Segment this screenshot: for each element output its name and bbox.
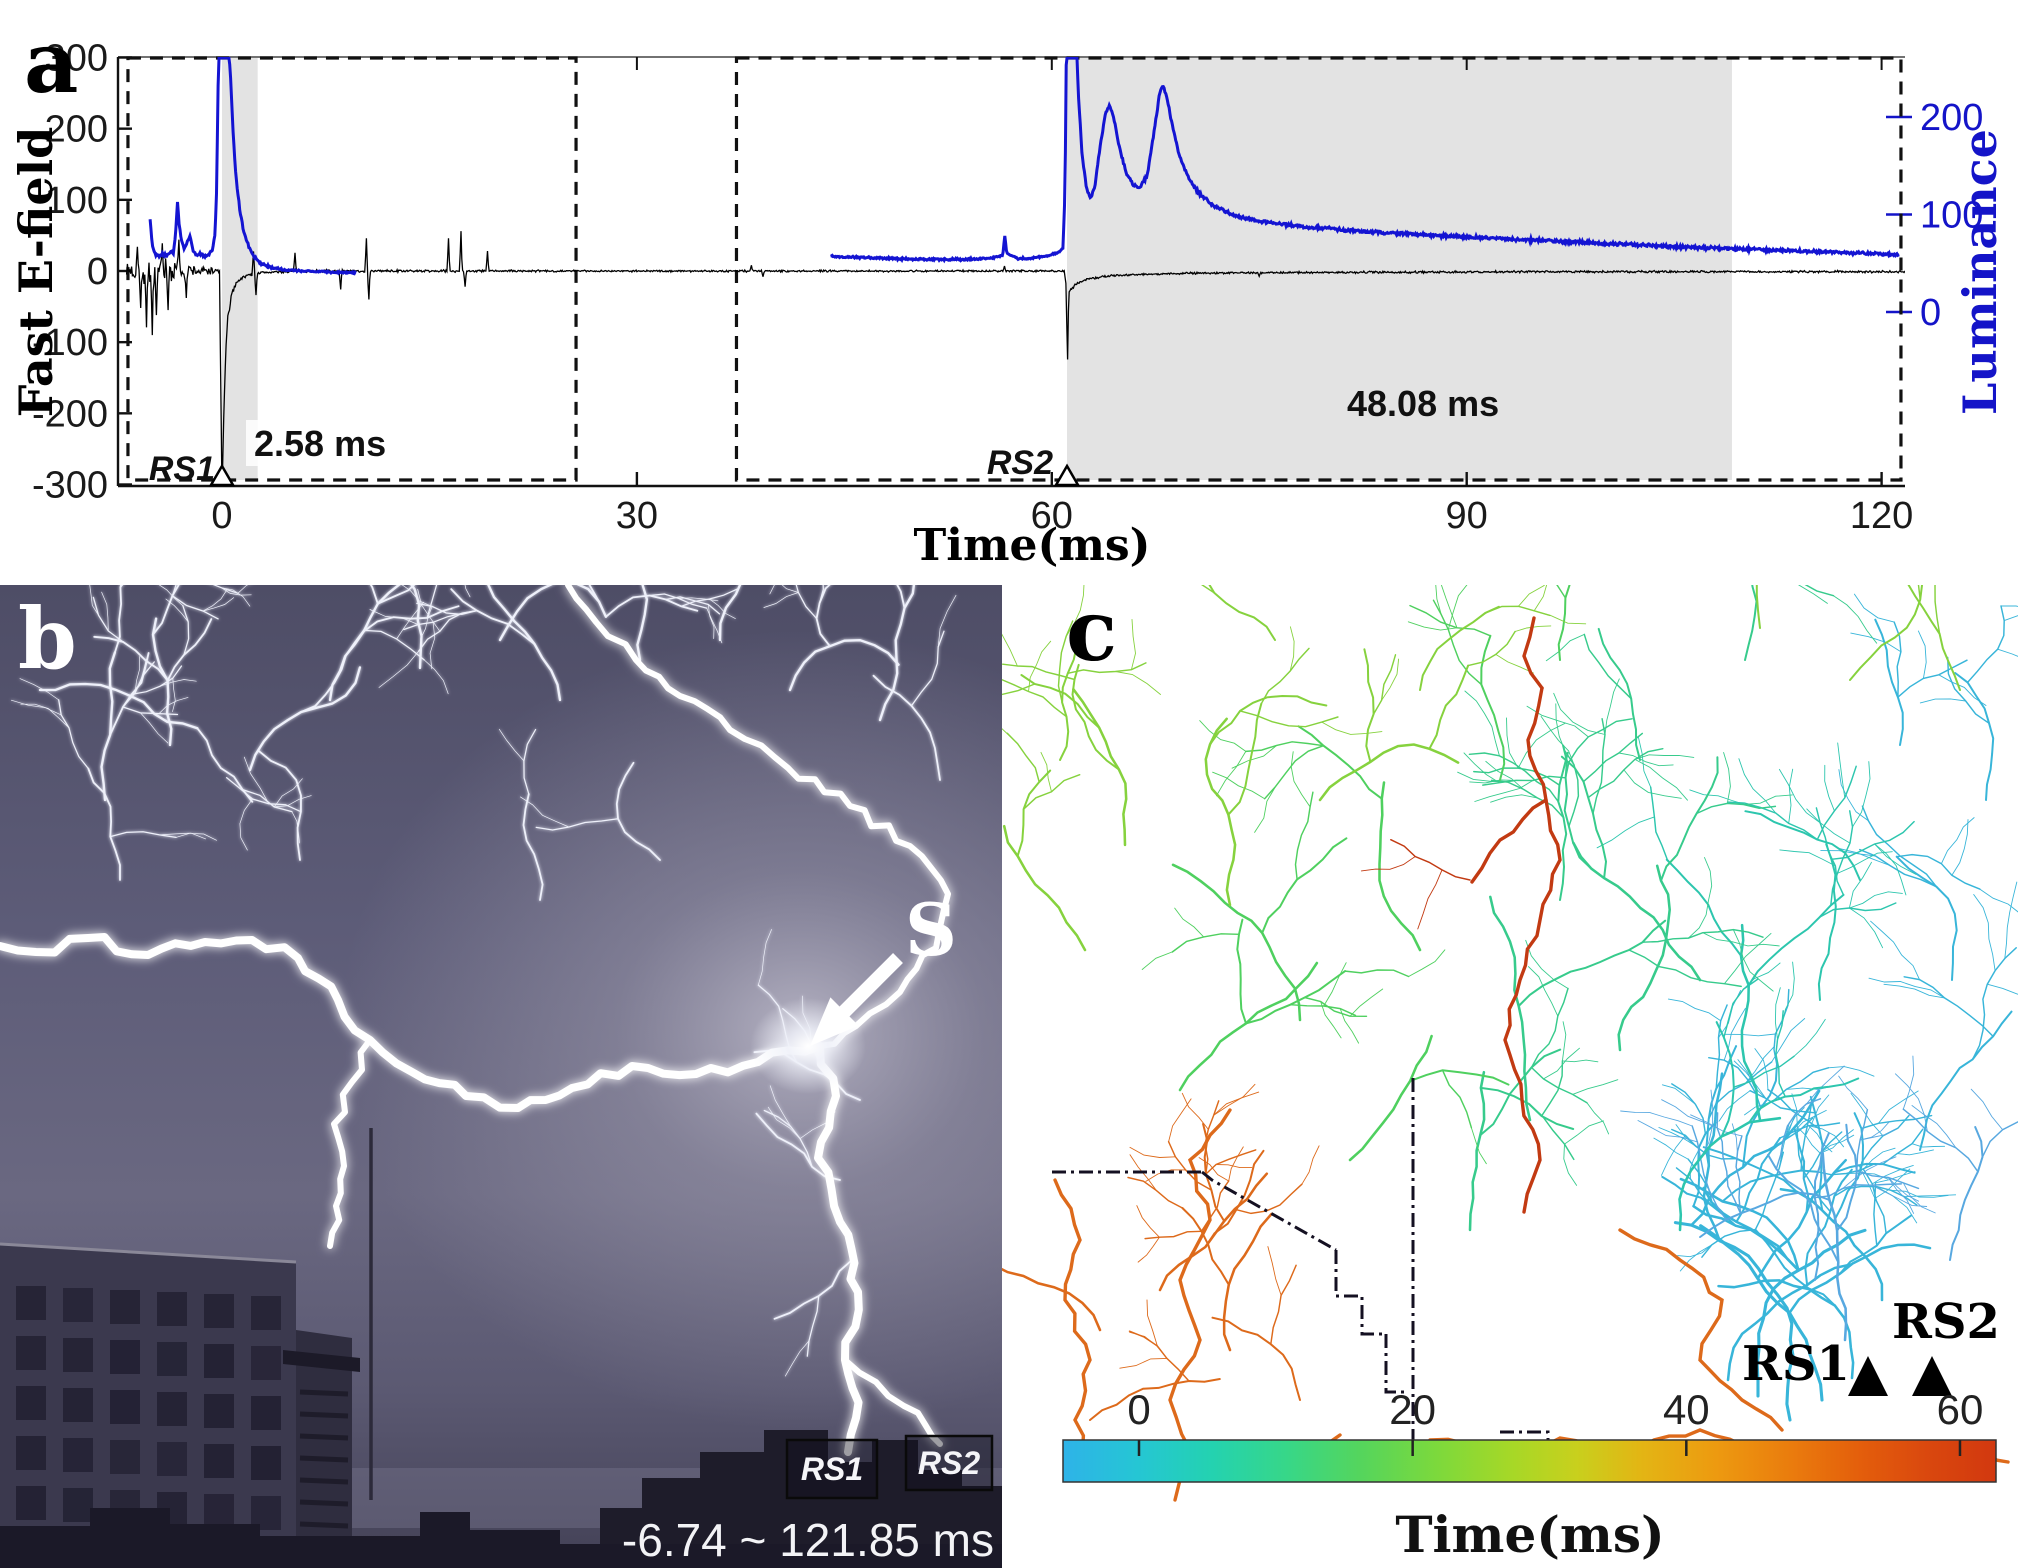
x-tick-label: 90 [1446,495,1488,537]
rs1-label-c: RS1 [1742,1336,1850,1392]
colorbar-tick-label: 20 [1389,1386,1436,1433]
interval1-label-bg [246,420,388,466]
source-arrow-shaft [839,953,903,1017]
shaded-intervals [222,58,1732,480]
dart-leader-red-channel [1522,616,1544,690]
city-silhouette [0,1128,1002,1568]
x-tick-label: 30 [616,495,658,537]
efield-trace [125,231,1905,486]
x-tick-label: 60 [1031,495,1073,537]
right-axis-title: Luminance [1953,129,2007,415]
luminance-trace [830,57,1900,264]
dart-leader-orange-channel [1053,1178,1092,1472]
shaded-interval [1067,58,1732,480]
source-label: S [905,887,957,972]
rs1-label-a: RS1 [149,450,215,488]
sky-glow [340,630,1002,1430]
interval1-label: 2.58 ms [254,423,386,464]
left-axis-title: Fast E-field [9,127,63,417]
x-tick-label: 0 [211,495,232,537]
axis-ticks: 300 200 100 0 -100 -200 -300 200 100 0 0 30 60 90 120 [32,37,1983,537]
dart-leader-orange-channel [1168,1108,1232,1502]
return-stroke-triangle [1053,463,1081,487]
lightning-channel [327,1037,373,1249]
building-outline [1052,1078,1550,1470]
lightning-channel [814,1042,863,1456]
right-tick-label: 200 [1920,97,1983,139]
return-stroke-triangle [208,463,236,487]
colorbar-title: Time(ms) [1395,1505,1664,1564]
rs2-label-c: RS2 [1892,1294,2000,1350]
lightning-channel [842,1357,943,1447]
skyline-bottom [0,1508,1002,1568]
lightning-channel [565,585,951,1049]
left-tick-label: 200 [45,109,108,151]
map-background [1002,585,2018,1568]
colorbar-tick-marks [1137,1440,1962,1456]
waveform-traces [125,57,1905,486]
left-tick-label: -200 [32,393,108,435]
colorbar-ticks: 0 20 40 60 [1127,1386,1983,1433]
rs1-label-b: RS1 [801,1451,863,1487]
building-annex [296,1330,352,1568]
panel-c-letter: c [1066,585,1117,680]
panel-b-letter: b [18,589,77,688]
dart-leader-red-channel [1503,686,1562,1214]
rs2-label-b: RS2 [918,1445,980,1481]
dart-leader-red-channel [1470,798,1548,884]
interval2-label: 48.08 ms [1347,383,1499,424]
left-tick-label: 0 [87,251,108,293]
panel-a-letter: a [24,13,78,112]
source-arrow-head [810,997,859,1046]
rs2-tag: RS2 [904,1434,994,1492]
colorbar-tick-label: 0 [1127,1386,1150,1433]
panel-c-map: RS1 RS2 0 20 40 60 Time(ms) c [1002,585,2018,1568]
rs2-label-a: RS2 [987,444,1053,482]
exposure-time-label: -6.74 ~ 121.85 ms [622,1514,994,1566]
x-tick-label: 120 [1850,495,1913,537]
colorbar-tick-label: 60 [1937,1386,1984,1433]
rs1-triangle-marker [1848,1356,1888,1396]
lightning-main-channels [0,585,951,1456]
return-stroke-markers [208,463,1081,487]
lightning-branches [10,585,957,1377]
luminance-trace [148,57,357,276]
rs2-triangle-marker [1912,1356,1952,1396]
dashed-window-box [734,56,1903,482]
time-colored-channels [1002,585,2018,1502]
left-tick-label: -300 [32,465,108,507]
x-axis-title: Time(ms) [914,520,1151,571]
lightning-channel [0,933,824,1112]
colorbar-tick-label: 40 [1663,1386,1710,1433]
left-tick-label: -100 [32,322,108,364]
colorbar [1062,1439,1997,1483]
left-tick-label: 300 [45,37,108,79]
right-tick-label: 100 [1920,195,1983,237]
dart-leader-orange-channel [1618,1228,1784,1432]
rs1-tag: RS1 [785,1438,879,1500]
panel-b-photo: S RS1 RS2 -6.74 ~ 121.85 ms b [0,585,1002,1568]
right-tick-label: 0 [1920,292,1941,334]
left-tick-label: 100 [45,180,108,222]
